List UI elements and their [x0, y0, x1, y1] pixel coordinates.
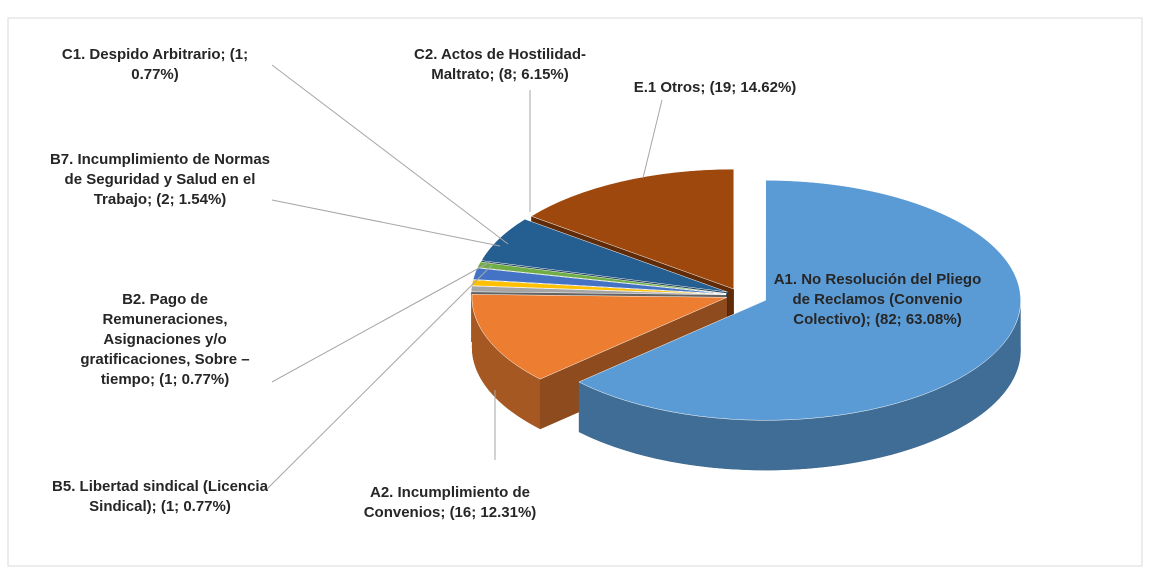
- value-label: (8; 6.15%): [498, 66, 569, 83]
- leader-line: [271, 261, 491, 383]
- pie-slice: [530, 168, 735, 290]
- data-label: B2. Pago de Remuneraciones, Asignaciones…: [60, 290, 270, 390]
- value-label: (1; 0.77%): [159, 371, 230, 388]
- category-label: C1. Despido Arbitrario;: [61, 46, 226, 63]
- data-label: C2. Actos de Hostilidad-Maltrato; (8; 6.…: [385, 45, 615, 85]
- category-label: C2. Actos de Hostilidad-Maltrato;: [414, 46, 586, 83]
- category-label: E.1 Otros;: [633, 79, 706, 96]
- data-label: E.1 Otros; (19; 14.62%): [600, 78, 830, 98]
- leader-line: [271, 64, 509, 245]
- pie-slice: [470, 285, 727, 295]
- value-label: (82; 63.08%): [874, 311, 962, 328]
- category-label: B7. Incumplimiento de Normas de Segurida…: [49, 151, 271, 208]
- data-label: A2. Incumplimiento de Convenios; (16; 12…: [340, 483, 560, 523]
- pie-slice: [480, 218, 728, 293]
- data-label: B7. Incumplimiento de Normas de Segurida…: [45, 150, 275, 210]
- category-label: B5. Libertad sindical (Licencia Sindical…: [52, 478, 268, 515]
- leader-line: [642, 99, 663, 179]
- pie-slice: [472, 267, 727, 295]
- leader-line: [265, 264, 493, 491]
- value-label: (2; 1.54%): [156, 191, 227, 208]
- data-label: C1. Despido Arbitrario; (1; 0.77%): [45, 45, 265, 85]
- category-label: B2. Pago de Remuneraciones, Asignaciones…: [80, 291, 250, 388]
- pie-slice: [578, 180, 1021, 421]
- pie-slice: [471, 294, 728, 380]
- value-label: (19; 14.62%): [709, 79, 797, 96]
- data-label: B5. Libertad sindical (Licencia Sindical…: [45, 477, 275, 517]
- pie-slice: [477, 261, 727, 294]
- category-label: A2. Incumplimiento de Convenios;: [363, 484, 531, 521]
- value-label: (16; 12.31%): [449, 504, 537, 521]
- value-label: (1; 0.77%): [131, 46, 249, 83]
- slice-side: [578, 300, 1021, 471]
- category-label: A1. No Resolución del Pliego de Reclamos…: [773, 271, 982, 328]
- value-label: (1; 0.77%): [160, 498, 231, 515]
- slice-group: [578, 180, 1021, 471]
- leader-line: [271, 199, 501, 247]
- slice-side: [471, 297, 541, 430]
- data-label: A1. No Resolución del Pliego de Reclamos…: [770, 270, 985, 330]
